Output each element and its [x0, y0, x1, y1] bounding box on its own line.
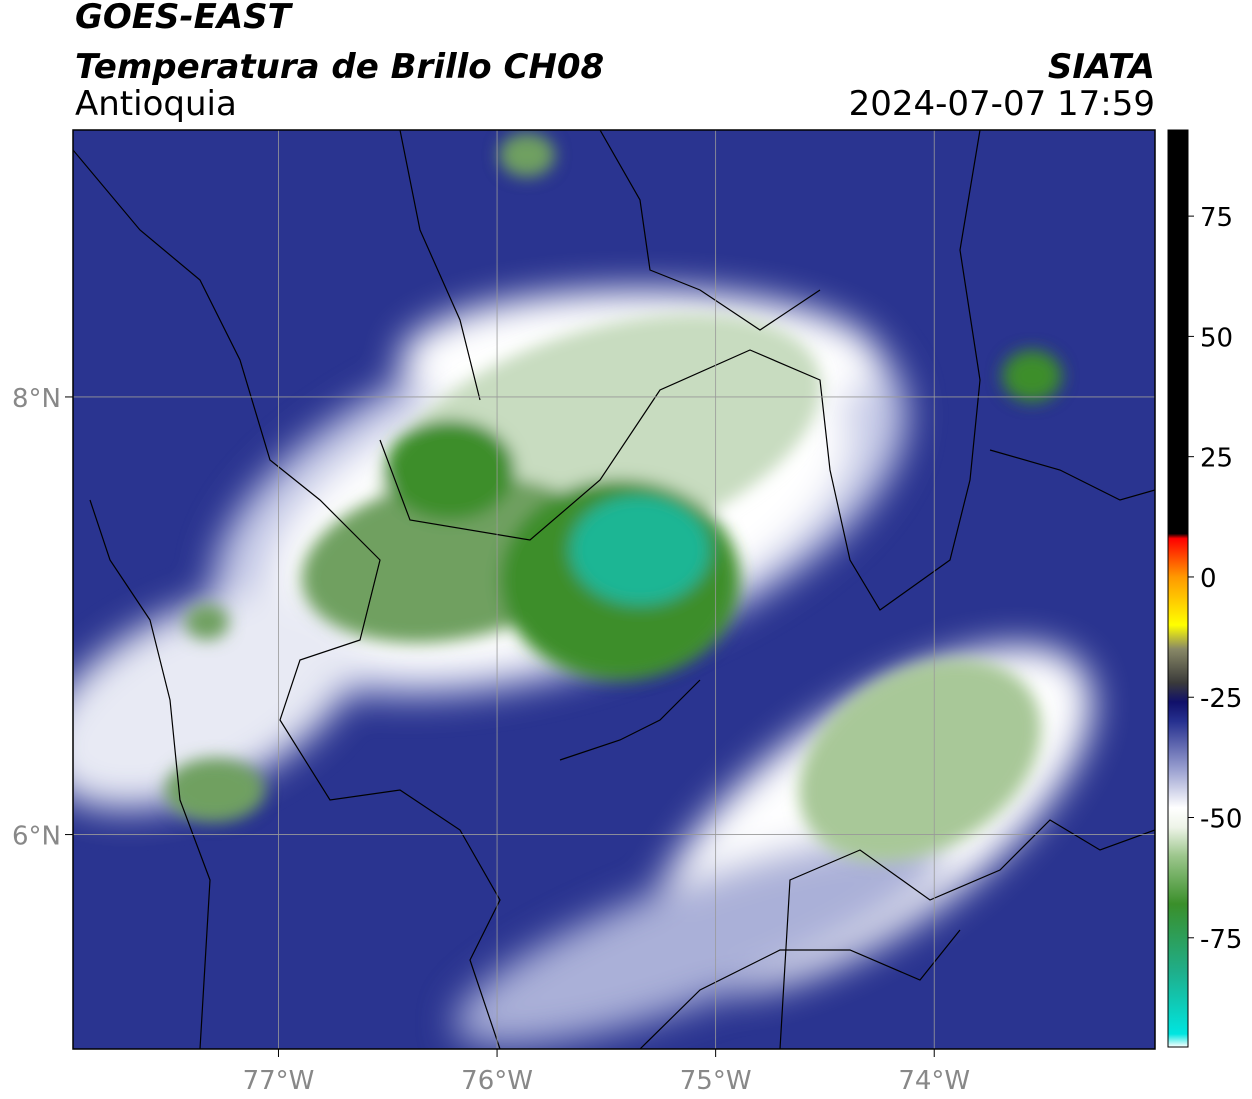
- grid: [73, 130, 1155, 1049]
- satellite-image: [73, 130, 1155, 1049]
- x-tick-label: 75°W: [680, 1066, 752, 1096]
- colorbar-tick-label: 75: [1200, 203, 1233, 233]
- x-tick-label: 77°W: [243, 1066, 315, 1096]
- subtitle: Temperatura de Brillo CH08: [75, 47, 604, 87]
- colorbar-tick-label: 25: [1200, 444, 1233, 474]
- title: GOES-EAST: [75, 0, 294, 37]
- datetime: 2024-07-07 17:59: [849, 84, 1155, 124]
- x-tick-label: 74°W: [898, 1066, 970, 1096]
- y-tick-label: 8°N: [12, 384, 61, 414]
- colorbar: [1167, 129, 1189, 1048]
- colorbar-tick-label: 0: [1200, 564, 1217, 594]
- source: SIATA: [1048, 47, 1155, 87]
- colorbar-tick-label: -50: [1200, 805, 1242, 835]
- colorbar-tick-label: -25: [1200, 684, 1242, 714]
- colorbar-tick-label: -75: [1200, 925, 1242, 955]
- region: Antioquia: [75, 84, 237, 124]
- x-tick-label: 76°W: [461, 1066, 533, 1096]
- y-tick-label: 6°N: [12, 822, 61, 852]
- map-frame: [72, 129, 1156, 1050]
- borders: [73, 130, 1155, 1049]
- colorbar-tick-label: 50: [1200, 323, 1233, 353]
